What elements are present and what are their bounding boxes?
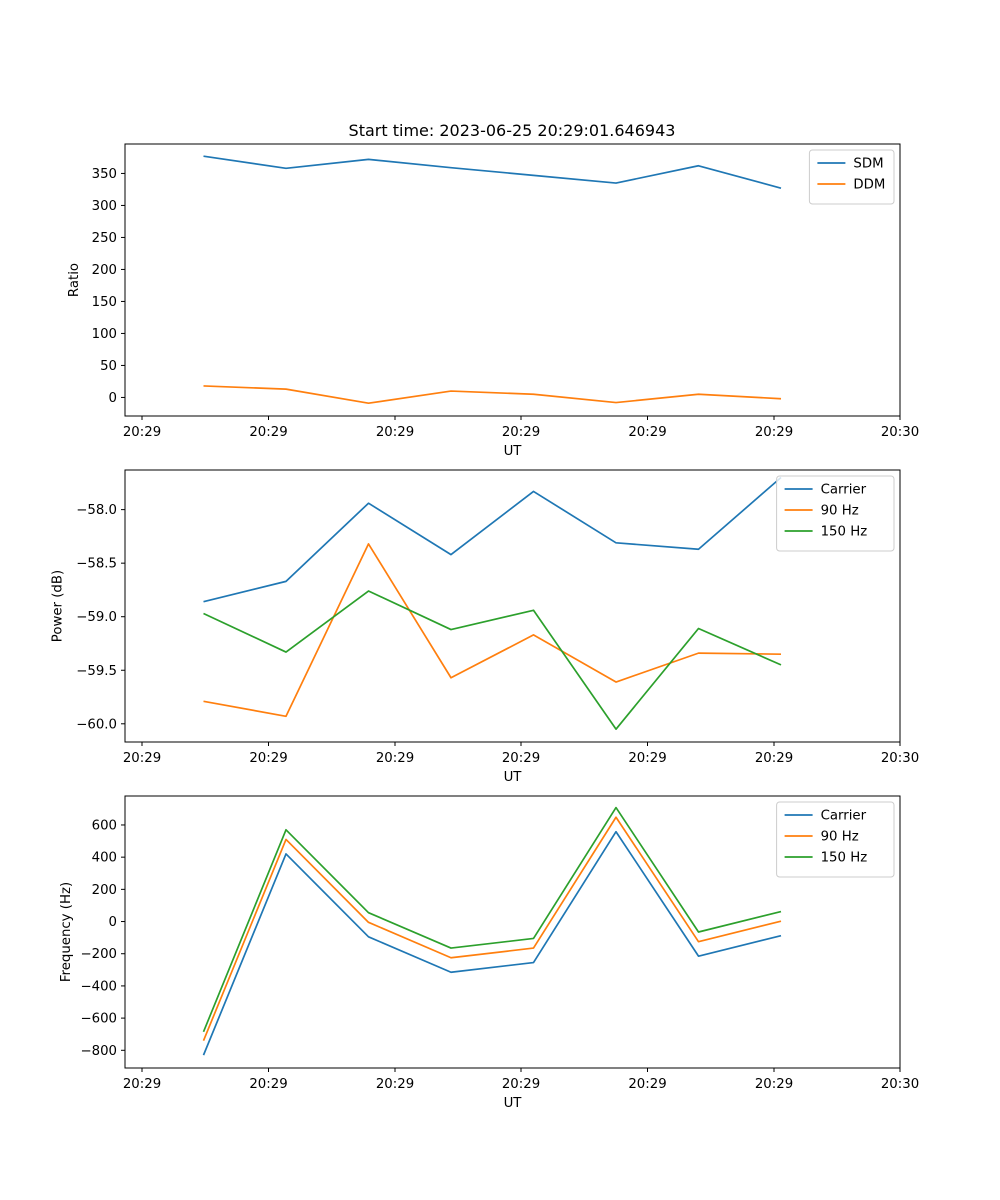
- legend-label: 90 Hz: [821, 504, 859, 519]
- panel-3: 20:29 20:29 20:29 20:29 20:29 20:29 20:30 UT −80…: [59, 795, 919, 1111]
- x-tick-label: 20:29: [123, 1077, 161, 1092]
- legend-label: SDM: [853, 157, 883, 172]
- x-tick-label: 20:29: [502, 425, 540, 440]
- panels: 20:29 20:29 20:29 20:29 20:29 20:29 20:30 UT 0 50…: [51, 143, 919, 1111]
- y-tick-label: 350: [92, 167, 117, 182]
- series-line-90-hz: [203, 543, 782, 718]
- y-tick-label: −59.5: [76, 664, 117, 679]
- series-line-sdm: [203, 155, 782, 189]
- y-tick-label: 0: [109, 915, 117, 930]
- series-line-carrier: [203, 476, 782, 603]
- x-axis-label: UT: [504, 1096, 523, 1111]
- chart-title: Start time: 2023-06-25 20:29:01.646943: [349, 121, 676, 140]
- x-tick-label: 20:29: [376, 425, 414, 440]
- legend: SDM DDM: [808, 149, 895, 205]
- x-tick-label: 20:29: [249, 1077, 287, 1092]
- y-tick-label: 400: [92, 851, 117, 866]
- legend: Carrier 90 Hz 150 Hz: [776, 475, 895, 552]
- y-tick-label: −600: [80, 1012, 117, 1027]
- y-axis-label: Power (dB): [51, 570, 66, 642]
- series-line-150-hz: [202, 806, 782, 1033]
- y-tick-label: −58.5: [76, 557, 117, 572]
- legend-box: [776, 475, 895, 552]
- x-tick-label: 20:29: [755, 1077, 793, 1092]
- series-line-ddm: [203, 385, 782, 405]
- y-tick-label: 50: [100, 359, 117, 374]
- y-tick-label: 300: [92, 199, 117, 214]
- x-tick-label: 20:29: [249, 751, 287, 766]
- series-line-150-hz: [203, 590, 782, 731]
- y-tick-label: 600: [92, 818, 117, 833]
- y-tick-label: −60.0: [76, 717, 117, 732]
- series-line-carrier: [202, 830, 782, 1056]
- series-line-90-hz: [202, 816, 782, 1041]
- legend-box: [776, 801, 895, 878]
- y-axis-label: Ratio: [67, 263, 82, 297]
- x-tick-label: 20:29: [376, 1077, 414, 1092]
- legend-label: 150 Hz: [821, 851, 868, 866]
- x-tick-label: 20:29: [628, 425, 666, 440]
- legend-label: 90 Hz: [821, 830, 859, 845]
- x-tick-label: 20:29: [755, 751, 793, 766]
- axes-frame: [124, 469, 901, 743]
- y-tick-label: 150: [92, 295, 117, 310]
- axes-frame: [124, 143, 901, 417]
- legend-label: 150 Hz: [821, 525, 868, 540]
- y-tick-label: −200: [80, 947, 117, 962]
- x-tick-label: 20:29: [502, 1077, 540, 1092]
- x-tick-label: 20:29: [755, 425, 793, 440]
- legend: Carrier 90 Hz 150 Hz: [776, 801, 895, 878]
- axes-frame: [124, 795, 901, 1069]
- y-tick-label: −800: [80, 1044, 117, 1059]
- y-tick-label: −59.0: [76, 610, 117, 625]
- x-tick-label: 20:29: [376, 751, 414, 766]
- y-axis-label: Frequency (Hz): [59, 882, 74, 982]
- y-tick-label: −400: [80, 979, 117, 994]
- panel-1: 20:29 20:29 20:29 20:29 20:29 20:29 20:30 UT 0 50…: [67, 143, 919, 459]
- panel-2: 20:29 20:29 20:29 20:29 20:29 20:29 20:30 UT −60…: [51, 469, 919, 785]
- x-tick-label: 20:29: [628, 751, 666, 766]
- y-tick-label: 100: [92, 327, 117, 342]
- x-tick-label: 20:29: [123, 425, 161, 440]
- x-tick-label: 20:29: [502, 751, 540, 766]
- y-tick-label: 0: [109, 391, 117, 406]
- y-tick-label: −58.0: [76, 503, 117, 518]
- legend-label: Carrier: [821, 483, 867, 498]
- y-tick-label: 200: [92, 883, 117, 898]
- y-tick-label: 250: [92, 231, 117, 246]
- x-axis-label: UT: [504, 444, 523, 459]
- legend-label: Carrier: [821, 809, 867, 824]
- x-tick-label: 20:29: [249, 425, 287, 440]
- x-tick-label: 20:30: [881, 751, 919, 766]
- x-axis-label: UT: [504, 770, 523, 785]
- x-tick-label: 20:30: [881, 425, 919, 440]
- legend-label: DDM: [853, 178, 885, 193]
- y-tick-label: 200: [92, 263, 117, 278]
- x-tick-label: 20:29: [123, 751, 161, 766]
- x-tick-label: 20:29: [628, 1077, 666, 1092]
- x-tick-label: 20:30: [881, 1077, 919, 1092]
